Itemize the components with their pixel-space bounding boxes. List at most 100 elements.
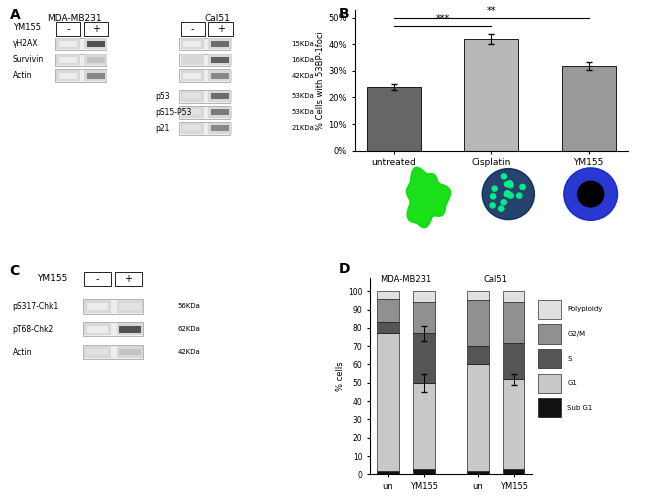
FancyBboxPatch shape — [56, 54, 79, 65]
Text: pT68-Chk2: pT68-Chk2 — [13, 325, 54, 334]
Circle shape — [508, 183, 513, 188]
FancyBboxPatch shape — [179, 53, 230, 66]
Circle shape — [507, 181, 512, 186]
Text: pS15-P53: pS15-P53 — [155, 108, 192, 117]
Text: A: A — [10, 8, 20, 22]
Bar — [562, 66, 616, 151]
Text: 56KDa: 56KDa — [177, 303, 200, 309]
Text: YM155: YM155 — [38, 274, 68, 283]
Text: 53KDa: 53KDa — [291, 93, 314, 99]
FancyBboxPatch shape — [179, 122, 230, 134]
Circle shape — [501, 200, 506, 205]
Text: Actin: Actin — [13, 71, 32, 80]
Text: +: + — [216, 24, 225, 34]
Bar — [377, 291, 399, 299]
FancyBboxPatch shape — [84, 38, 107, 49]
FancyBboxPatch shape — [83, 322, 143, 336]
FancyBboxPatch shape — [55, 37, 106, 50]
Text: D: D — [339, 262, 350, 276]
Text: -: - — [96, 274, 99, 284]
Bar — [465, 39, 518, 151]
Circle shape — [504, 182, 510, 187]
Text: p53: p53 — [155, 92, 170, 101]
FancyBboxPatch shape — [181, 22, 205, 36]
FancyBboxPatch shape — [179, 69, 230, 82]
FancyBboxPatch shape — [55, 69, 106, 82]
Text: G1: G1 — [567, 380, 577, 386]
Circle shape — [564, 168, 617, 220]
Bar — [413, 333, 435, 383]
FancyBboxPatch shape — [55, 53, 106, 66]
FancyBboxPatch shape — [209, 107, 232, 118]
FancyBboxPatch shape — [84, 346, 110, 358]
FancyBboxPatch shape — [183, 109, 202, 116]
FancyBboxPatch shape — [183, 73, 202, 79]
FancyBboxPatch shape — [87, 326, 108, 333]
Y-axis label: % cells: % cells — [336, 362, 345, 391]
Text: B: B — [339, 7, 350, 21]
Text: pS317-Chk1: pS317-Chk1 — [13, 302, 59, 311]
FancyBboxPatch shape — [115, 271, 142, 286]
FancyBboxPatch shape — [56, 70, 79, 81]
FancyBboxPatch shape — [211, 73, 229, 79]
Bar — [467, 365, 489, 471]
Text: G2/M: G2/M — [567, 331, 586, 337]
FancyBboxPatch shape — [84, 70, 107, 81]
Circle shape — [499, 206, 504, 211]
Circle shape — [482, 169, 534, 220]
FancyBboxPatch shape — [181, 54, 204, 65]
FancyBboxPatch shape — [87, 349, 108, 356]
FancyBboxPatch shape — [83, 345, 143, 359]
Text: MDA-MB231: MDA-MB231 — [47, 14, 102, 23]
Text: γH2AX: γH2AX — [13, 39, 38, 48]
FancyBboxPatch shape — [117, 346, 143, 358]
FancyBboxPatch shape — [211, 93, 229, 100]
Circle shape — [490, 203, 495, 208]
Text: 15KDa: 15KDa — [291, 41, 314, 47]
Text: +: + — [124, 274, 133, 284]
FancyBboxPatch shape — [58, 41, 77, 47]
Bar — [503, 469, 525, 475]
Bar — [503, 379, 525, 469]
Bar — [467, 471, 489, 475]
FancyBboxPatch shape — [86, 57, 105, 63]
Circle shape — [492, 186, 497, 191]
Circle shape — [508, 193, 514, 198]
Text: Polyploidy: Polyploidy — [567, 306, 603, 312]
FancyBboxPatch shape — [211, 109, 229, 116]
Circle shape — [520, 184, 525, 189]
Text: 53KDa: 53KDa — [291, 109, 314, 115]
FancyBboxPatch shape — [209, 123, 232, 134]
Text: Actin: Actin — [13, 348, 32, 357]
Bar — [377, 322, 399, 333]
Text: 42KDa: 42KDa — [291, 73, 314, 79]
Bar — [503, 343, 525, 379]
Circle shape — [504, 192, 510, 197]
Bar — [467, 346, 489, 365]
Bar — [467, 291, 489, 300]
FancyBboxPatch shape — [58, 57, 77, 63]
Bar — [503, 291, 525, 302]
FancyBboxPatch shape — [120, 349, 140, 356]
Bar — [377, 333, 399, 471]
FancyBboxPatch shape — [120, 326, 140, 333]
FancyBboxPatch shape — [84, 323, 110, 335]
Text: MDA-MB231: MDA-MB231 — [380, 275, 432, 284]
FancyBboxPatch shape — [56, 22, 81, 36]
Text: Sub G1: Sub G1 — [567, 405, 593, 411]
FancyBboxPatch shape — [181, 91, 204, 102]
FancyBboxPatch shape — [58, 73, 77, 79]
FancyBboxPatch shape — [84, 22, 109, 36]
Bar — [413, 291, 435, 302]
FancyBboxPatch shape — [84, 271, 110, 286]
FancyBboxPatch shape — [538, 349, 561, 368]
Text: **: ** — [486, 6, 496, 16]
FancyBboxPatch shape — [83, 299, 143, 314]
Text: Survivin: Survivin — [13, 55, 44, 64]
FancyBboxPatch shape — [181, 107, 204, 118]
FancyBboxPatch shape — [209, 54, 232, 65]
FancyBboxPatch shape — [209, 70, 232, 81]
FancyBboxPatch shape — [211, 125, 229, 131]
FancyBboxPatch shape — [183, 93, 202, 100]
Text: YM155: YM155 — [13, 23, 41, 32]
